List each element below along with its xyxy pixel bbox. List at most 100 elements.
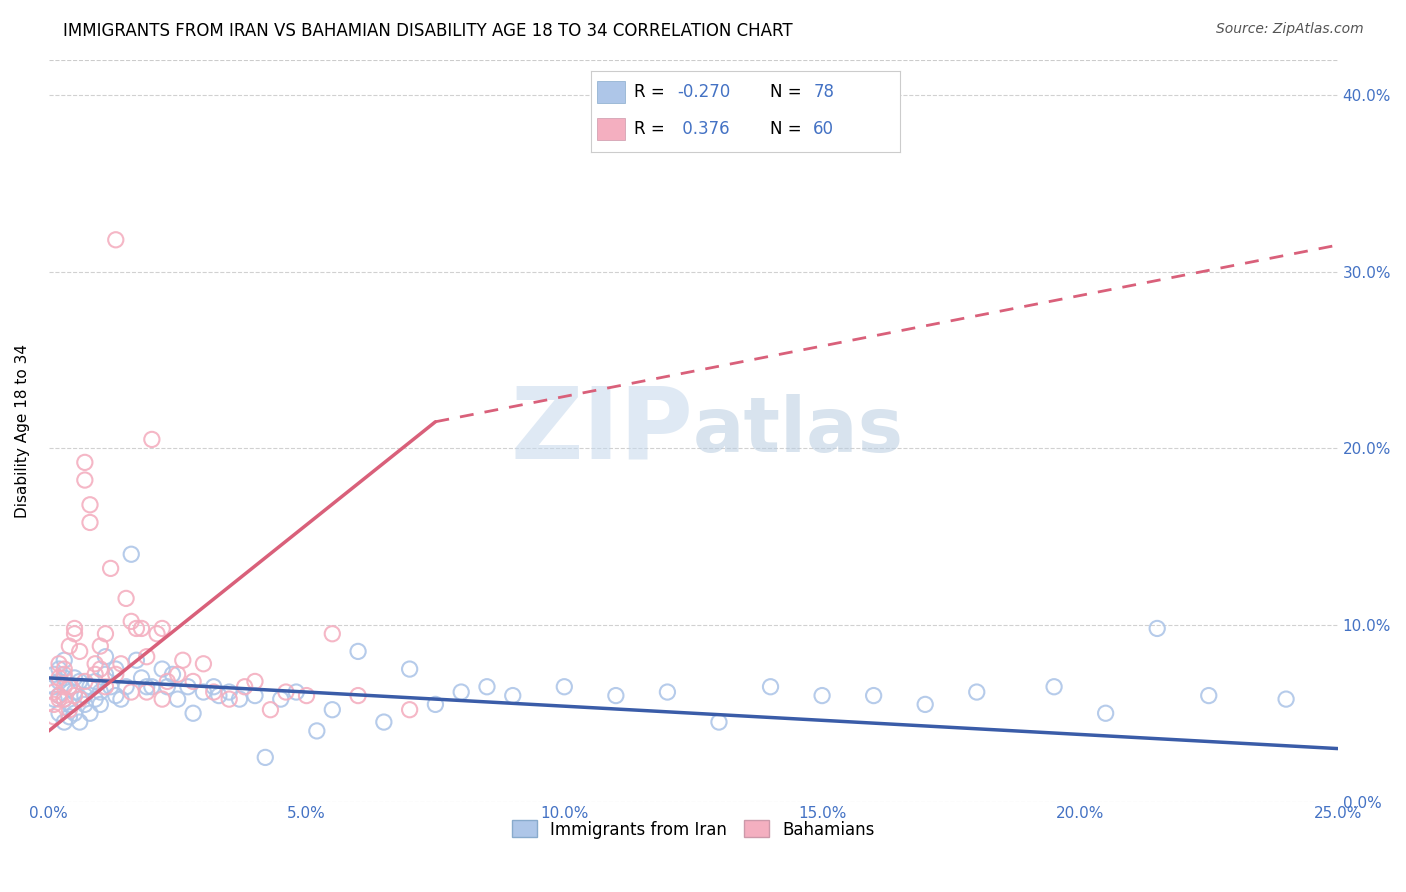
Point (63, 706, 86, 721)
Point (69, 644, 91, 658)
Point (42, 710, 65, 724)
Point (605, 689, 627, 703)
Point (914, 698, 936, 712)
Point (94, 649, 117, 664)
Point (1043, 680, 1066, 694)
Point (48, 662, 70, 676)
Text: ZIP: ZIP (510, 382, 693, 479)
Point (53, 671, 76, 685)
Point (63, 622, 86, 636)
Point (131, 671, 153, 685)
Point (274, 685, 297, 699)
Point (58, 680, 80, 694)
Point (166, 692, 188, 706)
Point (1198, 689, 1220, 703)
Point (125, 622, 148, 636)
Point (243, 674, 266, 689)
Point (233, 680, 256, 694)
Point (553, 680, 575, 694)
Legend: Immigrants from Iran, Bahamians: Immigrants from Iran, Bahamians (505, 814, 882, 846)
Text: 60: 60 (813, 120, 834, 138)
Point (321, 626, 343, 640)
Point (150, 692, 173, 706)
Point (94, 667, 117, 681)
Point (110, 657, 132, 671)
Point (79, 680, 101, 694)
Point (42, 698, 65, 712)
Point (69, 692, 91, 706)
Point (89, 639, 111, 653)
Point (104, 233, 127, 247)
Point (48, 689, 70, 703)
Point (53, 692, 76, 706)
Text: N =: N = (770, 83, 807, 101)
Point (1275, 692, 1298, 706)
Point (347, 644, 370, 658)
Point (172, 653, 194, 667)
Text: IMMIGRANTS FROM IRAN VS BAHAMIAN DISABILITY AGE 18 TO 34 CORRELATION CHART: IMMIGRANTS FROM IRAN VS BAHAMIAN DISABIL… (63, 22, 793, 40)
Point (150, 622, 173, 636)
Point (759, 680, 782, 694)
Point (79, 516, 101, 530)
Point (218, 692, 240, 706)
Point (166, 667, 188, 681)
Point (285, 685, 308, 699)
Point (135, 685, 157, 699)
Point (63, 685, 86, 699)
Point (58, 639, 80, 653)
Point (181, 706, 204, 721)
Point (69, 715, 91, 730)
Point (53, 692, 76, 706)
Text: Source: ZipAtlas.com: Source: ZipAtlas.com (1216, 22, 1364, 37)
Point (125, 653, 148, 667)
Point (100, 561, 122, 575)
Point (254, 750, 277, 764)
Point (48, 657, 70, 671)
Point (42, 692, 65, 706)
Point (73, 689, 96, 703)
Point (84, 657, 107, 671)
Point (270, 692, 292, 706)
Point (218, 685, 240, 699)
Point (202, 680, 225, 694)
Point (120, 615, 142, 629)
Point (141, 433, 163, 447)
Point (398, 703, 420, 717)
Point (305, 723, 328, 738)
Point (475, 680, 498, 694)
Point (53, 667, 76, 681)
Point (53, 680, 76, 694)
Point (1146, 622, 1168, 636)
Point (208, 689, 231, 703)
Point (115, 680, 138, 694)
Point (94, 680, 117, 694)
Point (63, 626, 86, 640)
Text: 0.376: 0.376 (678, 120, 730, 138)
Point (120, 547, 142, 561)
Point (58, 680, 80, 694)
Point (156, 674, 179, 689)
Point (156, 680, 179, 694)
Text: atlas: atlas (693, 393, 904, 467)
Point (42, 667, 65, 681)
Point (162, 667, 184, 681)
Point (202, 685, 225, 699)
Point (84, 674, 107, 689)
Point (862, 689, 884, 703)
Point (193, 657, 215, 671)
Point (48, 692, 70, 706)
Point (1094, 706, 1116, 721)
Point (135, 680, 157, 694)
Point (89, 685, 111, 699)
Point (120, 685, 142, 699)
Point (79, 498, 101, 512)
Point (42, 685, 65, 699)
Point (243, 689, 266, 703)
Point (259, 703, 281, 717)
Point (657, 685, 679, 699)
Point (48, 671, 70, 685)
Point (104, 667, 127, 681)
Point (89, 662, 111, 676)
Point (73, 455, 96, 469)
Point (104, 662, 127, 676)
